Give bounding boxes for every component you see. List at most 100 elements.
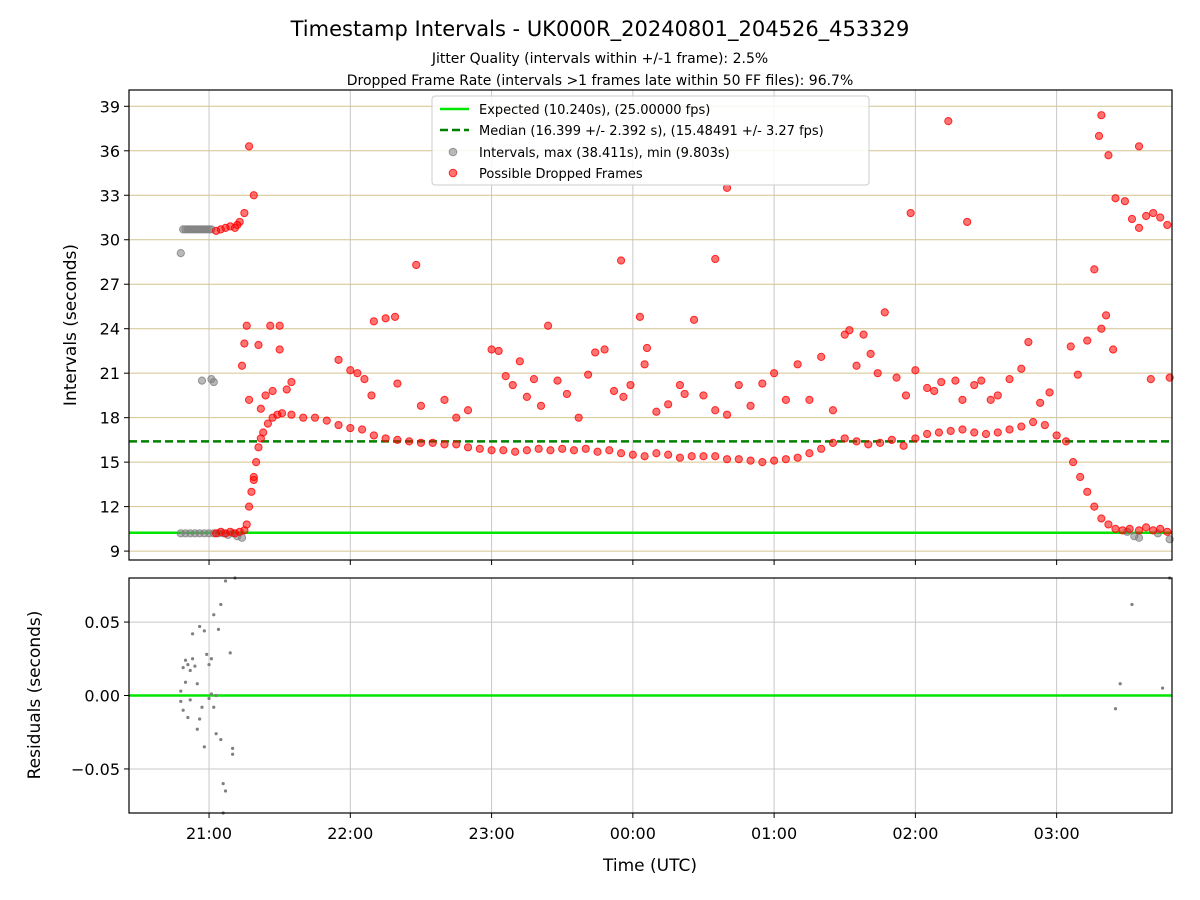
top-y-tick-label: 9 (110, 542, 120, 561)
top-y-axis-label: Intervals (seconds) (61, 244, 81, 406)
dropped-frame-point (536, 401, 546, 410)
top-y-tick-label: 30 (100, 231, 120, 250)
dropped-frame-point (746, 401, 755, 410)
dropped-frame-point (734, 380, 743, 390)
residual-point (212, 705, 216, 709)
dropped-frames-series (212, 111, 1174, 538)
dropped-frame-point (242, 321, 251, 330)
dropped-frame-point (1142, 523, 1151, 532)
dropped-frame-point (1163, 220, 1172, 230)
dropped-frame-point (381, 434, 390, 443)
dropped-frame-point (1061, 437, 1071, 446)
dropped-frame-point (334, 420, 343, 430)
dropped-frame-point (522, 392, 531, 402)
residual-point (223, 579, 228, 583)
dropped-frame-point (1120, 197, 1130, 206)
dropped-frame-point (416, 438, 426, 447)
dropped-frame-point (892, 373, 901, 382)
top-y-tick-label: 24 (100, 320, 120, 339)
dropped-frame-point (605, 446, 614, 455)
residual-point (230, 752, 235, 756)
dropped-frame-point (1052, 431, 1061, 440)
dropped-frame-point (993, 428, 1002, 437)
dropped-frame-point (1104, 151, 1113, 160)
dropped-frame-point (1111, 524, 1120, 533)
dropped-frame-point (689, 315, 699, 324)
dropped-frame-point (287, 410, 296, 419)
dropped-frame-point (249, 191, 258, 200)
dropped-frame-point (515, 357, 524, 366)
dropped-frame-point (275, 345, 284, 354)
dropped-frame-point (873, 369, 882, 378)
residual-point (1130, 602, 1134, 607)
dropped-frame-point (591, 348, 600, 357)
x-tick-label: 03:00 (1034, 824, 1080, 843)
intervals-series (176, 225, 1174, 544)
top-y-tick-label: 33 (100, 186, 120, 205)
dropped-frame-point (675, 453, 685, 462)
dropped-frame-point (1097, 324, 1106, 333)
legend-intervals-label: Intervals, max (38.411s), min (9.803s) (479, 146, 730, 161)
residual-point (205, 652, 209, 656)
dropped-frame-point (546, 446, 555, 455)
interval-point (176, 248, 185, 258)
legend-intervals-swatch (448, 147, 458, 157)
x-tick-label: 22:00 (327, 824, 373, 843)
dropped-frame-point (770, 369, 779, 378)
dropped-frame-point (977, 376, 986, 385)
dropped-frame-point (440, 440, 449, 449)
dropped-frame-point (263, 419, 273, 428)
dropped-frame-point (1094, 131, 1104, 141)
dropped-frame-point (1036, 398, 1045, 407)
dropped-frame-point (1005, 375, 1014, 384)
dropped-frame-point (951, 376, 960, 385)
dropped-frame-point (428, 438, 437, 447)
dropped-frame-point (259, 428, 268, 437)
dropped-frame-point (875, 438, 885, 447)
residual-point (214, 693, 218, 698)
residual-point (202, 745, 206, 749)
dropped-frame-point (616, 449, 626, 458)
dropped-frame-point (1045, 388, 1054, 397)
dropped-frame-point (1118, 526, 1127, 535)
dropped-frame-point (494, 346, 503, 356)
dropped-frame-point (805, 395, 814, 404)
dropped-frame-point (852, 361, 861, 370)
dropped-frame-point (970, 428, 979, 437)
dropped-frame-point (1156, 213, 1165, 222)
top-y-tick-label: 18 (100, 409, 120, 428)
dropped-frame-point (346, 423, 355, 433)
residual-point (198, 624, 202, 629)
residual-point (195, 682, 199, 686)
dropped-frame-point (1028, 418, 1038, 427)
dropped-frame-point (887, 435, 896, 445)
x-tick-label: 01:00 (751, 824, 797, 843)
dropped-frame-point (600, 345, 609, 354)
residual-point (221, 782, 225, 786)
residual-point (198, 717, 202, 721)
dropped-frame-point (828, 438, 838, 447)
bottom-y-tick-label: −0.05 (71, 760, 120, 779)
dropped-frame-point (958, 425, 967, 434)
dropped-frame-point (1134, 142, 1144, 151)
dropped-frame-point (1066, 342, 1075, 351)
bottom-y-tick-label: 0.00 (84, 687, 120, 706)
dropped-frame-point (235, 217, 244, 227)
dropped-frame-point (581, 444, 590, 453)
dropped-frame-point (652, 407, 661, 416)
dropped-frame-point (244, 395, 254, 404)
residual-point (1160, 686, 1165, 690)
dropped-frame-point (261, 391, 270, 400)
dropped-frame-point (1040, 420, 1049, 430)
dropped-frame-point (240, 208, 249, 218)
dropped-frame-point (840, 434, 849, 443)
dropped-frame-point (254, 340, 263, 350)
dropped-frame-point (357, 425, 367, 434)
dropped-frame-point (353, 369, 362, 378)
dropped-frame-point (687, 452, 696, 461)
dropped-frame-point (1090, 265, 1099, 274)
dropped-frame-point (711, 254, 720, 264)
interval-point (209, 377, 218, 387)
residual-point (212, 613, 216, 617)
